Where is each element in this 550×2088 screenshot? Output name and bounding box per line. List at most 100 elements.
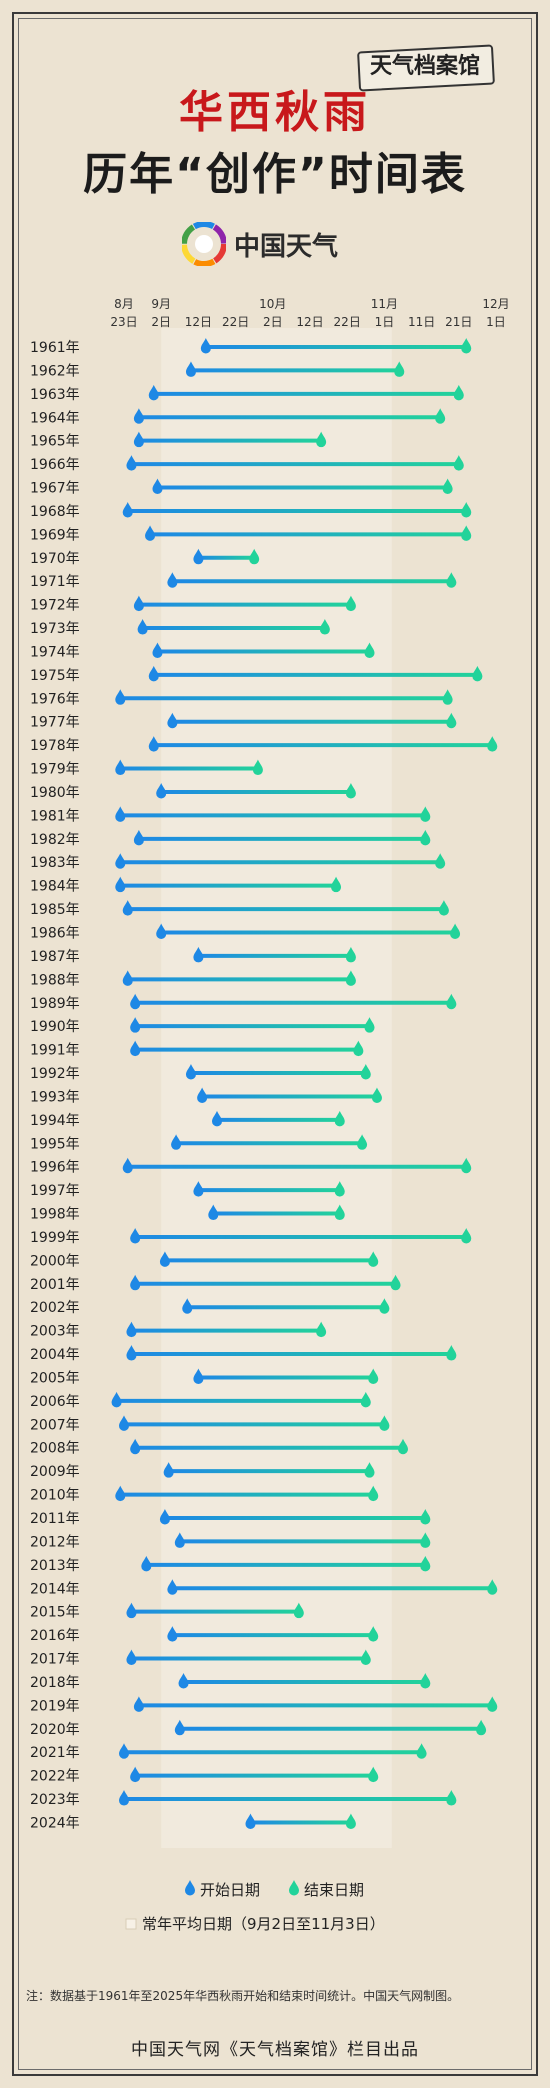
end-marker [420, 806, 431, 822]
end-marker [420, 829, 431, 846]
year-row: 1970年 [30, 548, 260, 567]
year-label: 1986年 [30, 926, 80, 942]
end-marker [360, 1391, 371, 1408]
end-marker [453, 455, 464, 471]
start-marker [148, 736, 159, 752]
year-row: 1995年 [30, 1134, 368, 1152]
end-marker [368, 1626, 379, 1642]
year-label: 2021年 [30, 1745, 80, 1761]
start-marker [137, 619, 148, 635]
year-label: 1984年 [30, 879, 80, 895]
year-row: 2017年 [30, 1649, 371, 1668]
year-row: 2002年 [30, 1298, 390, 1316]
start-marker [159, 1251, 170, 1267]
end-marker [331, 876, 342, 893]
end-marker [420, 1555, 431, 1572]
year-label: 2018年 [30, 1675, 80, 1691]
end-marker [461, 525, 472, 541]
year-label: 2017年 [30, 1652, 80, 1668]
year-row: 1981年 [30, 806, 431, 824]
start-marker [193, 946, 204, 963]
start-marker [122, 501, 133, 518]
year-label: 2013年 [30, 1558, 80, 1574]
end-marker [368, 1368, 379, 1384]
year-label: 1967年 [30, 481, 80, 497]
year-row: 1964年 [30, 408, 446, 426]
end-marker [446, 712, 457, 729]
year-row: 1994年 [30, 1110, 345, 1129]
start-marker [133, 595, 144, 612]
year-label: 2009年 [30, 1464, 80, 1480]
year-label: 1973年 [30, 621, 80, 637]
year-label: 1993年 [30, 1089, 80, 1105]
year-row: 1997年 [30, 1181, 345, 1199]
end-marker [249, 548, 260, 565]
year-label: 2006年 [30, 1394, 80, 1410]
year-row: 2000年 [30, 1251, 379, 1269]
inner-frame [18, 18, 532, 2070]
year-row: 2005年 [30, 1368, 379, 1386]
start-marker [185, 1064, 196, 1080]
start-marker [174, 1532, 185, 1548]
start-marker [152, 478, 163, 495]
year-row: 1990年 [30, 1017, 375, 1035]
year-row: 1998年 [30, 1204, 345, 1223]
x-tick-month-label: 9月 [151, 297, 171, 311]
legend-end-icon [289, 1880, 299, 1896]
start-marker [178, 1672, 189, 1689]
start-marker [119, 1743, 129, 1759]
end-marker [334, 1110, 345, 1127]
start-marker [174, 1719, 185, 1736]
year-label: 2000年 [30, 1253, 80, 1269]
year-label: 1966年 [30, 457, 80, 473]
start-marker [119, 1415, 129, 1431]
year-label: 1975年 [30, 668, 80, 684]
start-marker [130, 1274, 141, 1291]
start-marker [133, 431, 144, 448]
end-marker [345, 970, 356, 986]
year-row: 2021年 [30, 1743, 427, 1761]
start-marker [197, 1087, 208, 1103]
start-marker [148, 665, 159, 682]
year-label: 2001年 [30, 1277, 80, 1293]
start-marker [119, 1790, 129, 1806]
year-row: 2004年 [30, 1345, 457, 1363]
year-label: 1996年 [30, 1160, 80, 1176]
year-row: 1965年 [30, 431, 327, 450]
end-marker [316, 1321, 327, 1338]
year-row: 1962年 [30, 361, 405, 379]
end-marker [472, 665, 483, 682]
start-marker [115, 689, 126, 705]
year-label: 1985年 [30, 902, 80, 918]
year-label: 2004年 [30, 1347, 80, 1363]
end-marker [379, 1298, 390, 1314]
end-marker [334, 1204, 345, 1221]
year-label: 1983年 [30, 855, 80, 871]
year-label: 2007年 [30, 1417, 80, 1433]
end-marker [487, 1579, 498, 1595]
start-marker [122, 970, 133, 986]
end-marker [442, 478, 453, 495]
start-marker [193, 1368, 204, 1384]
year-row: 1968年 [30, 501, 472, 520]
year-row: 1982年 [30, 829, 431, 848]
x-tick-day-label: 2日 [263, 315, 283, 329]
year-row: 1980年 [30, 782, 356, 801]
year-label: 1992年 [30, 1066, 80, 1082]
end-marker [435, 853, 446, 869]
start-marker [167, 712, 178, 729]
legend-average-row: 常年平均日期（9月2日至11月3日） [125, 1915, 385, 1933]
year-label: 1987年 [30, 949, 80, 965]
x-tick-day-label: 22日 [334, 315, 361, 329]
year-label: 2020年 [30, 1722, 80, 1738]
x-tick-day-label: 1日 [486, 315, 506, 329]
year-row: 2001年 [30, 1274, 401, 1293]
year-label: 2024年 [30, 1815, 80, 1831]
start-marker [130, 993, 141, 1010]
end-marker [345, 1813, 356, 1829]
year-label: 1979年 [30, 762, 80, 778]
year-row: 2008年 [30, 1438, 408, 1457]
year-label: 1971年 [30, 574, 80, 590]
year-label: 1988年 [30, 972, 80, 988]
end-marker [316, 431, 327, 448]
